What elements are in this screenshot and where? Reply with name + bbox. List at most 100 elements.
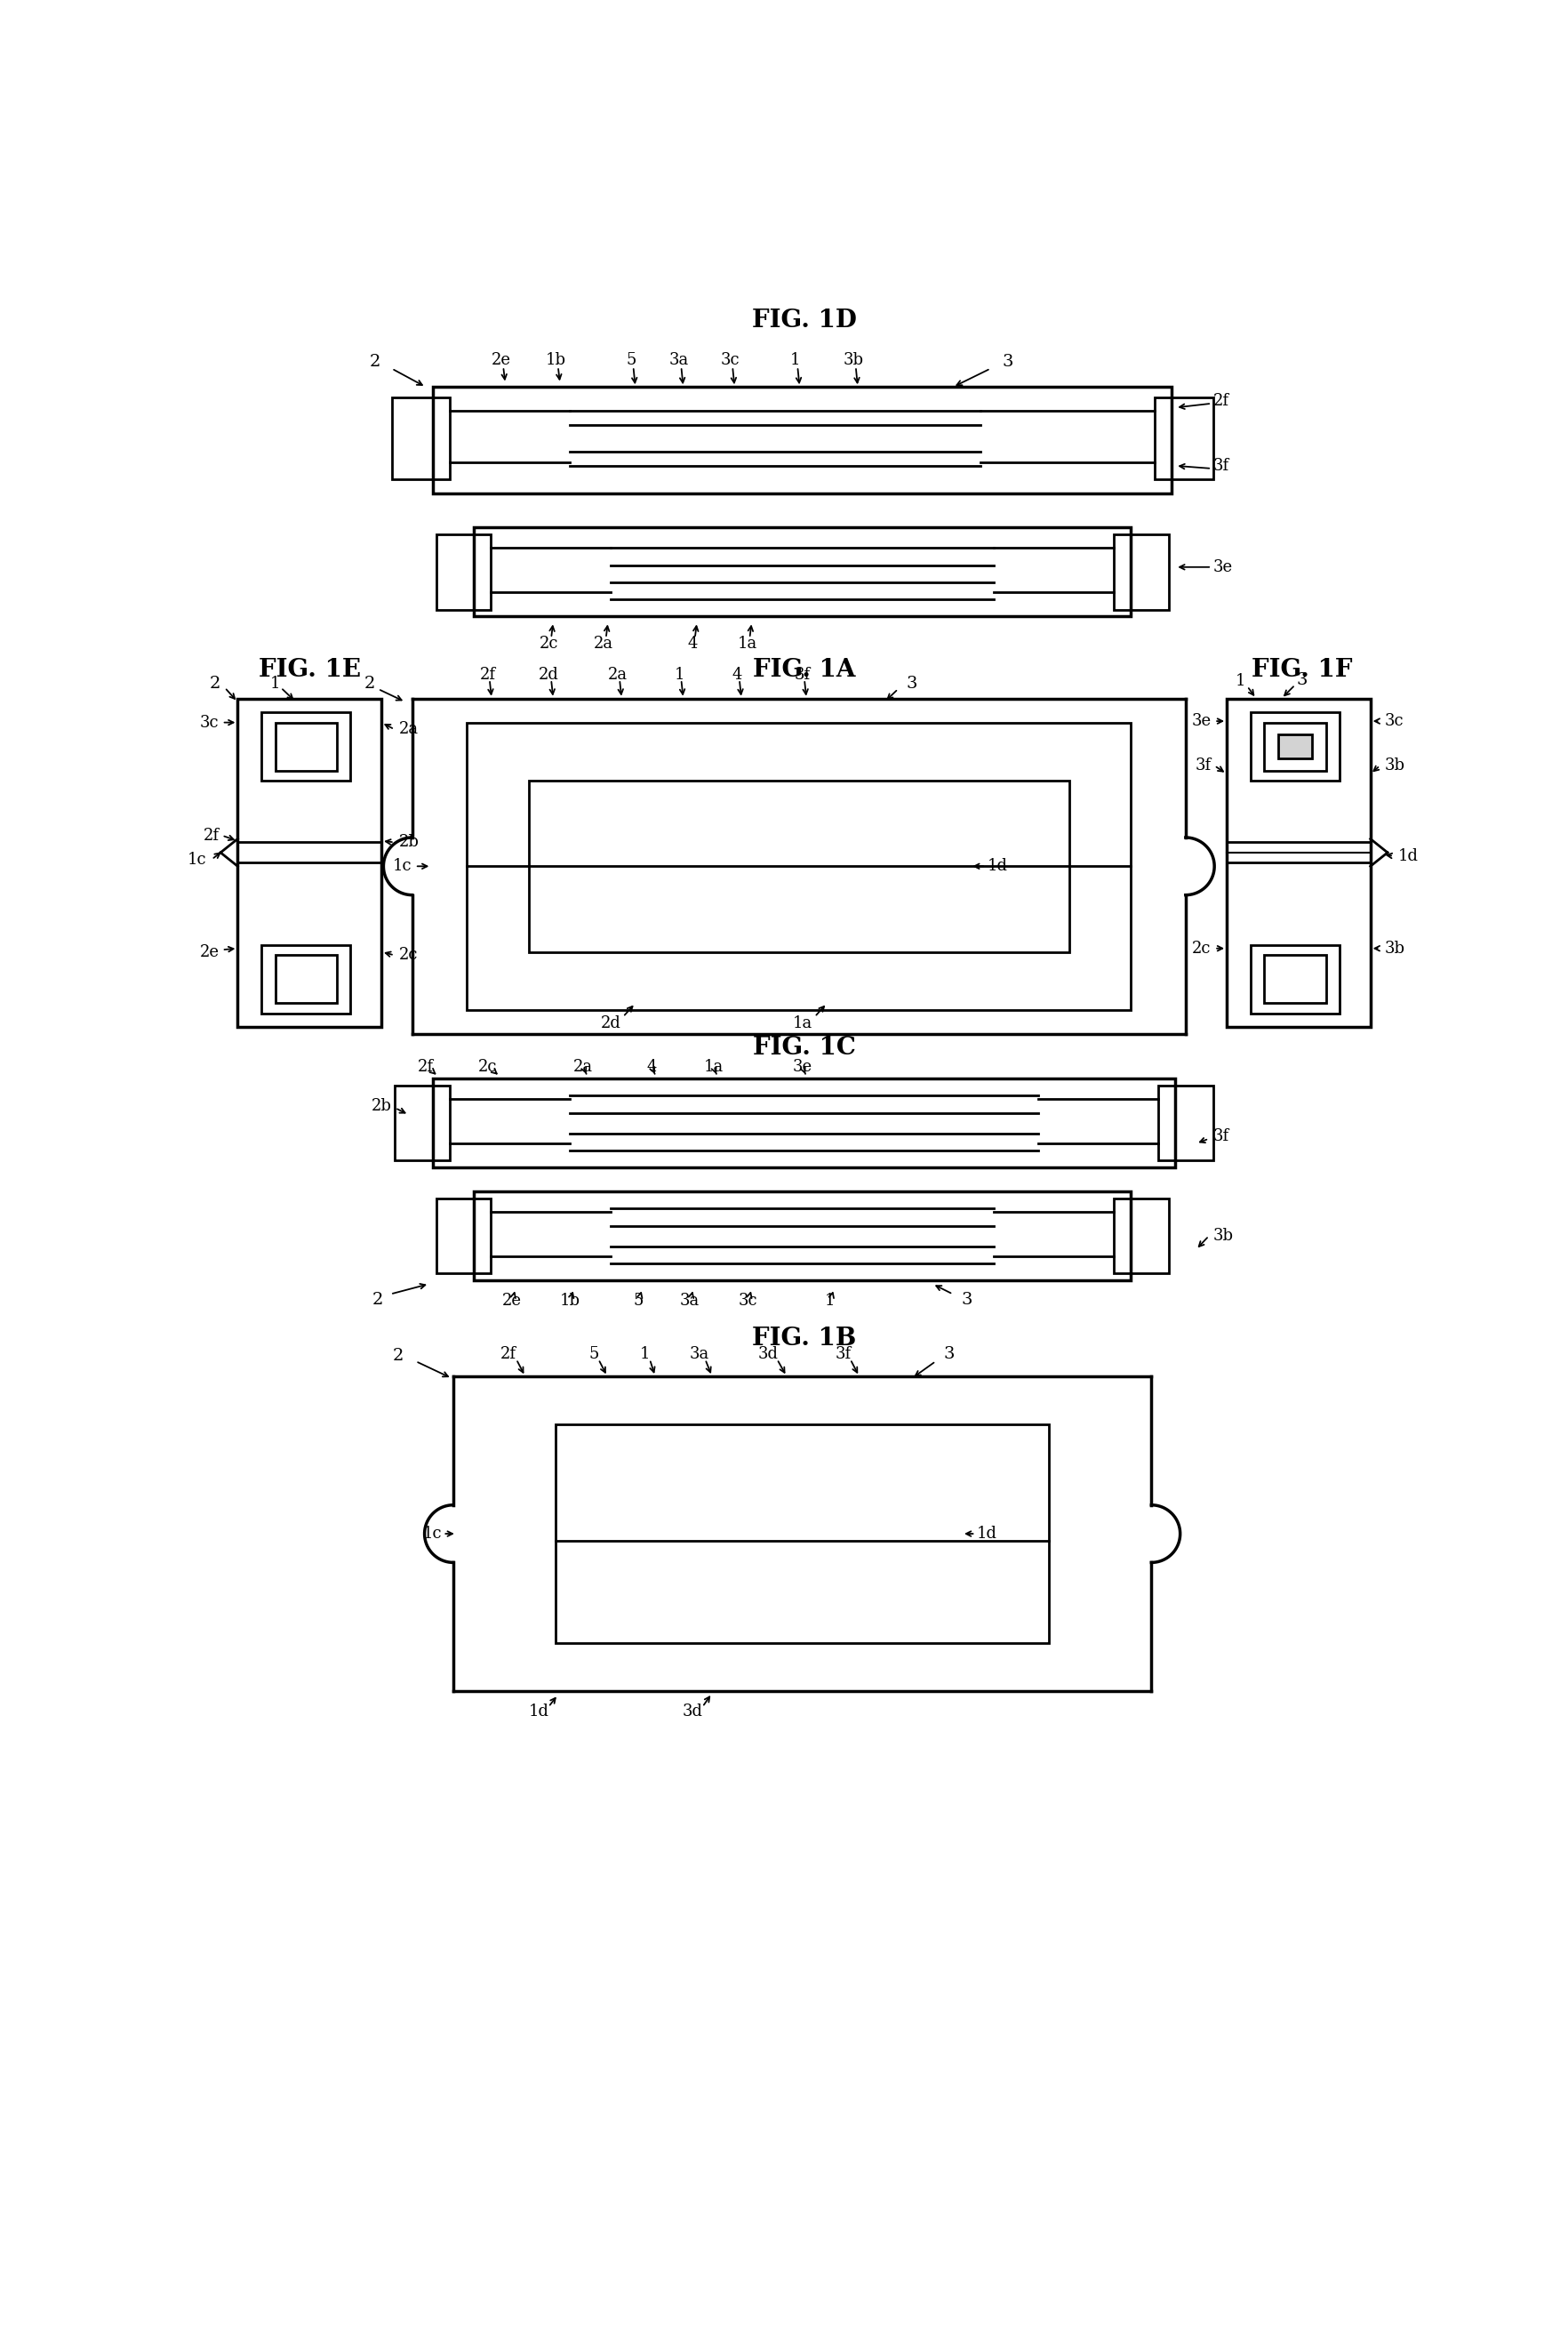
Bar [1113, 1199, 1168, 1274]
Text: 1b: 1b [560, 1292, 580, 1309]
Text: 3b: 3b [1383, 758, 1403, 773]
Text: 3: 3 [1002, 353, 1013, 370]
Text: 5: 5 [632, 1292, 643, 1309]
Bar [474, 1192, 1131, 1281]
Text: 3e: 3e [1190, 714, 1210, 728]
Text: FIG. 1F: FIG. 1F [1251, 658, 1352, 681]
Text: 1: 1 [825, 1292, 834, 1309]
Bar [436, 1199, 491, 1274]
Bar [433, 386, 1171, 494]
Text: 2c: 2c [478, 1058, 497, 1075]
Text: 2f: 2f [500, 1346, 516, 1362]
Text: 1d: 1d [1397, 847, 1417, 864]
Text: 3: 3 [944, 1346, 955, 1362]
Text: 2e: 2e [199, 943, 220, 960]
Bar [467, 723, 1131, 1009]
Bar [474, 527, 1131, 616]
Text: 2: 2 [364, 677, 375, 691]
Text: 3b: 3b [844, 351, 864, 368]
Text: FIG. 1C: FIG. 1C [753, 1035, 856, 1060]
Text: 3c: 3c [1383, 714, 1402, 728]
Text: 3: 3 [1295, 672, 1306, 688]
Bar [262, 712, 350, 780]
Text: 1c: 1c [188, 852, 207, 869]
Text: 3f: 3f [1212, 459, 1228, 473]
Text: 1a: 1a [702, 1058, 723, 1075]
Text: 1d: 1d [977, 1526, 997, 1543]
Bar [1278, 735, 1311, 758]
Text: 4: 4 [687, 637, 698, 651]
Bar [395, 1086, 450, 1161]
Text: 2: 2 [394, 1348, 405, 1365]
Text: 1: 1 [270, 677, 281, 691]
Text: 3b: 3b [1212, 1229, 1232, 1243]
Text: FIG. 1D: FIG. 1D [751, 309, 856, 332]
Text: 2c: 2c [539, 637, 558, 651]
Text: 3c: 3c [737, 1292, 757, 1309]
Text: 5: 5 [626, 351, 637, 368]
Text: 3b: 3b [1383, 941, 1403, 957]
Text: 2b: 2b [398, 833, 419, 850]
Bar [555, 1423, 1047, 1643]
Text: 2f: 2f [1212, 393, 1228, 410]
Text: 1d: 1d [986, 859, 1007, 873]
Text: 2f: 2f [480, 667, 495, 684]
Text: 1: 1 [674, 667, 684, 684]
Bar [1157, 1086, 1212, 1161]
Text: 3d: 3d [682, 1704, 702, 1721]
Text: 1d: 1d [528, 1704, 549, 1721]
Bar [1113, 534, 1168, 609]
Bar [392, 398, 450, 480]
Bar [237, 698, 381, 1028]
Bar [262, 946, 350, 1014]
Text: 2d: 2d [539, 667, 558, 684]
Text: 4: 4 [732, 667, 742, 684]
Bar [1250, 946, 1339, 1014]
Text: FIG. 1B: FIG. 1B [753, 1327, 856, 1351]
Text: 1: 1 [1234, 674, 1245, 688]
Bar [436, 534, 491, 609]
Bar [1264, 955, 1325, 1004]
Text: 2: 2 [372, 1292, 383, 1309]
Text: 1b: 1b [546, 351, 566, 368]
Bar [274, 955, 337, 1004]
Bar [1264, 723, 1325, 770]
Text: 1c: 1c [423, 1526, 442, 1543]
Text: 3e: 3e [792, 1058, 812, 1075]
Text: 1a: 1a [737, 637, 757, 651]
Text: 3: 3 [906, 677, 917, 691]
Text: 3a: 3a [670, 351, 688, 368]
Text: 3: 3 [961, 1292, 972, 1309]
Text: 3f: 3f [793, 667, 811, 684]
Text: 2c: 2c [398, 948, 417, 962]
Text: 1c: 1c [392, 859, 411, 873]
Text: 3a: 3a [690, 1346, 709, 1362]
Text: 2a: 2a [594, 637, 613, 651]
Text: 4: 4 [646, 1058, 657, 1075]
Bar [1250, 712, 1339, 780]
Text: 2a: 2a [574, 1058, 593, 1075]
Text: 2d: 2d [601, 1016, 621, 1032]
Text: 2f: 2f [417, 1058, 434, 1075]
Text: 3f: 3f [834, 1346, 851, 1362]
Text: 1: 1 [790, 351, 800, 368]
Text: 2e: 2e [502, 1292, 521, 1309]
Text: 2f: 2f [204, 826, 220, 843]
Text: 3e: 3e [1212, 559, 1232, 576]
Text: FIG. 1A: FIG. 1A [753, 658, 855, 681]
Bar [528, 780, 1069, 953]
Bar [433, 1079, 1174, 1168]
Text: 1a: 1a [792, 1016, 812, 1032]
Text: 1: 1 [640, 1346, 649, 1362]
Text: 3d: 3d [757, 1346, 778, 1362]
Bar [1226, 698, 1370, 1028]
Text: 5: 5 [588, 1346, 599, 1362]
Text: 3c: 3c [199, 714, 220, 730]
Text: 3c: 3c [720, 351, 740, 368]
Text: 3f: 3f [1195, 758, 1210, 773]
Text: 3a: 3a [679, 1292, 699, 1309]
Text: 2a: 2a [398, 721, 419, 737]
Text: FIG. 1E: FIG. 1E [259, 658, 361, 681]
Text: 2: 2 [368, 353, 379, 370]
Text: 2e: 2e [491, 351, 511, 368]
